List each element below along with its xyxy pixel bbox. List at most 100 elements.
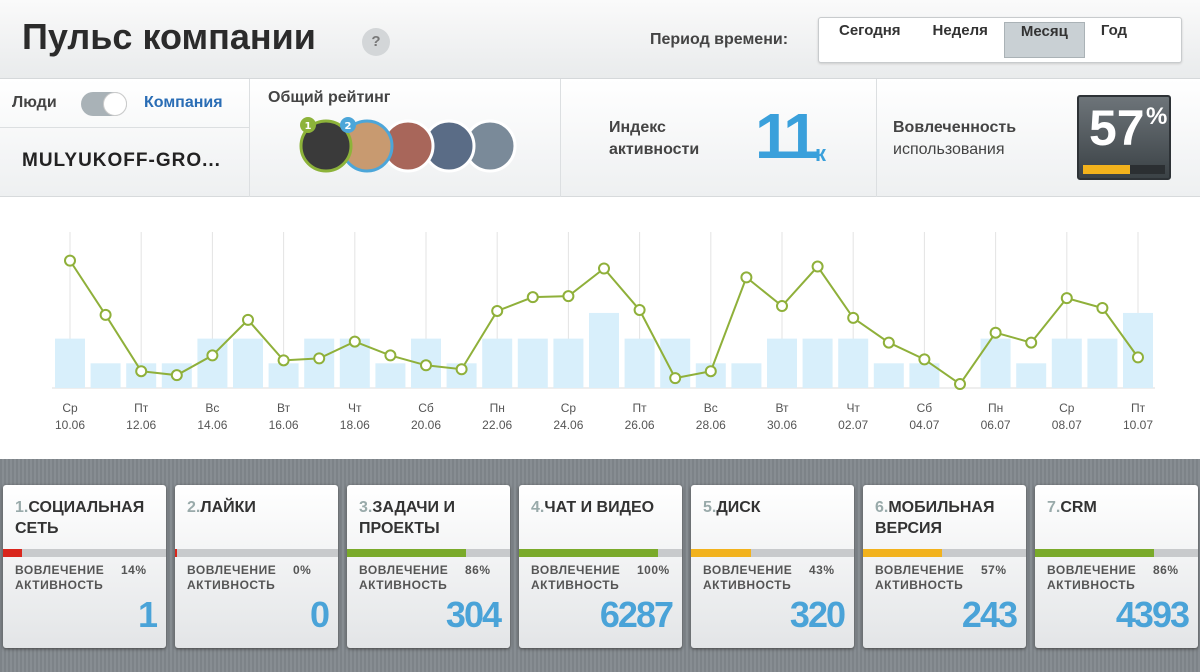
x-tick-label: 26.06 xyxy=(625,418,655,432)
bar xyxy=(980,338,1011,388)
engagement-panel: Вовлеченность использования 57 % xyxy=(877,79,1200,197)
point xyxy=(206,349,219,362)
x-tick-label: 28.06 xyxy=(696,418,726,432)
activity-value: 11 xyxy=(755,100,819,172)
x-tick-label: 18.06 xyxy=(340,418,370,432)
engagement-bar xyxy=(175,549,178,557)
card-index: 3. xyxy=(359,499,373,516)
engagement-value: 57 xyxy=(1089,100,1145,156)
point xyxy=(918,353,931,366)
point xyxy=(455,363,468,376)
engagement-title: ВОВЛЕЧЕНИЕ xyxy=(531,563,621,577)
activity-title: АКТИВНОСТЬ xyxy=(875,578,964,592)
x-tick-label: 02.07 xyxy=(838,418,868,432)
activity-value: 304 xyxy=(445,594,502,635)
activity-value: 6287 xyxy=(599,594,674,635)
bar xyxy=(90,363,121,388)
point xyxy=(562,290,575,303)
people-label[interactable]: Люди xyxy=(12,94,57,111)
engagement-track xyxy=(347,549,510,557)
period-button[interactable]: Сегодня xyxy=(839,22,901,39)
x-tick-label: Ср xyxy=(62,401,78,415)
bar xyxy=(767,338,797,388)
card-name: СОЦИАЛЬНАЯ СЕТЬ xyxy=(15,499,145,537)
card-index: 7. xyxy=(1047,499,1061,516)
scope-panel: Люди Компания MULYUKOFF-GRO... xyxy=(0,79,250,197)
period-button[interactable]: Месяц xyxy=(1003,22,1085,58)
engagement-label: использования xyxy=(893,141,1005,158)
module-card[interactable]: 4.ЧАТ И ВИДЕО ВОВЛЕЧЕНИЕ 100% АКТИВНОСТЬ 628… xyxy=(519,485,682,648)
x-tick-label: Ср xyxy=(561,401,577,415)
point xyxy=(526,291,539,304)
card-title: 1.СОЦИАЛЬНАЯ СЕТЬ xyxy=(15,497,160,539)
period-button[interactable]: Неделя xyxy=(932,22,988,39)
module-card[interactable]: 1.СОЦИАЛЬНАЯ СЕТЬ ВОВЛЕЧЕНИЕ 14% АКТИВНОСТЬ… xyxy=(3,485,166,648)
module-card[interactable]: 3.ЗАДАЧИ И ПРОЕКТЫ ВОВЛЕЧЕНИЕ 86% АКТИВНОСТ… xyxy=(347,485,510,648)
engagement-value: 14% xyxy=(121,563,147,577)
activity-title: АКТИВНОСТЬ xyxy=(15,578,104,592)
bar xyxy=(1051,338,1082,388)
card-name: ДИСК xyxy=(716,499,761,516)
point xyxy=(242,313,254,326)
x-tick-label: Вт xyxy=(277,401,291,415)
bar xyxy=(624,338,655,388)
x-tick-label: Пт xyxy=(1131,401,1146,415)
period-button[interactable]: Год xyxy=(1100,22,1128,39)
activity-unit: к xyxy=(815,141,827,166)
x-tick-label: Пт xyxy=(134,401,149,415)
x-tick-label: 24.06 xyxy=(553,418,583,432)
bar xyxy=(482,338,513,388)
bar xyxy=(802,338,833,388)
x-tick-label: Сб xyxy=(917,401,933,415)
activity-title: АКТИВНОСТЬ xyxy=(1047,578,1136,592)
bar xyxy=(589,312,619,388)
x-tick-label: Пн xyxy=(490,401,505,415)
card-index: 2. xyxy=(187,499,201,516)
point xyxy=(277,354,290,367)
x-tick-label: Пн xyxy=(988,401,1003,415)
x-tick-label: Сб xyxy=(418,401,434,415)
engagement-track xyxy=(3,549,166,557)
point xyxy=(740,271,753,284)
engagement-bar xyxy=(863,549,942,557)
point xyxy=(1060,292,1073,305)
point xyxy=(847,311,860,324)
card-name: ЗАДАЧИ И ПРОЕКТЫ xyxy=(359,499,455,537)
point xyxy=(491,304,504,317)
point xyxy=(704,365,717,378)
card-title: 5.ДИСК xyxy=(703,497,848,518)
activity-label: активности xyxy=(609,141,700,158)
card-index: 4. xyxy=(531,499,545,516)
engagement-title: ВОВЛЕЧЕНИЕ xyxy=(15,563,105,577)
point xyxy=(811,260,824,273)
rating-panel: Общий рейтинг 1 2 xyxy=(250,79,561,197)
engagement-fill xyxy=(1083,165,1130,174)
engagement-track xyxy=(691,549,854,557)
module-card[interactable]: 2.ЛАЙКИ ВОВЛЕЧЕНИЕ 0% АКТИВНОСТЬ 0 xyxy=(175,485,338,648)
activity-title: АКТИВНОСТЬ xyxy=(531,578,620,592)
module-card[interactable]: 5.ДИСК ВОВЛЕЧЕНИЕ 43% АКТИВНОСТЬ 320 xyxy=(691,485,854,648)
x-tick-label: Вс xyxy=(704,401,718,415)
card-title: 3.ЗАДАЧИ И ПРОЕКТЫ xyxy=(359,497,504,539)
card-name: CRM xyxy=(1060,499,1097,516)
company-label[interactable]: Компания xyxy=(144,94,223,111)
engagement-value: 57% xyxy=(981,563,1007,577)
x-tick-label: 08.07 xyxy=(1052,418,1082,432)
module-card[interactable]: 6.МОБИЛЬНАЯ ВЕРСИЯ ВОВЛЕЧЕНИЕ 57% АКТИВНОСТ… xyxy=(863,485,1026,648)
card-name: ЛАЙКИ xyxy=(200,499,256,516)
help-button[interactable]: ? xyxy=(362,28,390,56)
card-title: 6.МОБИЛЬНАЯ ВЕРСИЯ xyxy=(875,497,1020,539)
x-tick-label: 06.07 xyxy=(981,418,1011,432)
engagement-bar xyxy=(3,549,23,557)
engagement-label: Вовлеченность xyxy=(893,119,1017,136)
point xyxy=(633,303,646,316)
module-card[interactable]: 7.CRM ВОВЛЕЧЕНИЕ 86% АКТИВНОСТЬ 4393 xyxy=(1035,485,1198,648)
x-tick-label: 14.06 xyxy=(197,418,227,432)
activity-value: 4393 xyxy=(1115,594,1190,635)
toggle[interactable] xyxy=(81,92,127,116)
engagement-bar xyxy=(1035,549,1155,557)
engagement-title: ВОВЛЕЧЕНИЕ xyxy=(875,563,965,577)
point xyxy=(598,262,610,275)
point xyxy=(954,378,966,391)
